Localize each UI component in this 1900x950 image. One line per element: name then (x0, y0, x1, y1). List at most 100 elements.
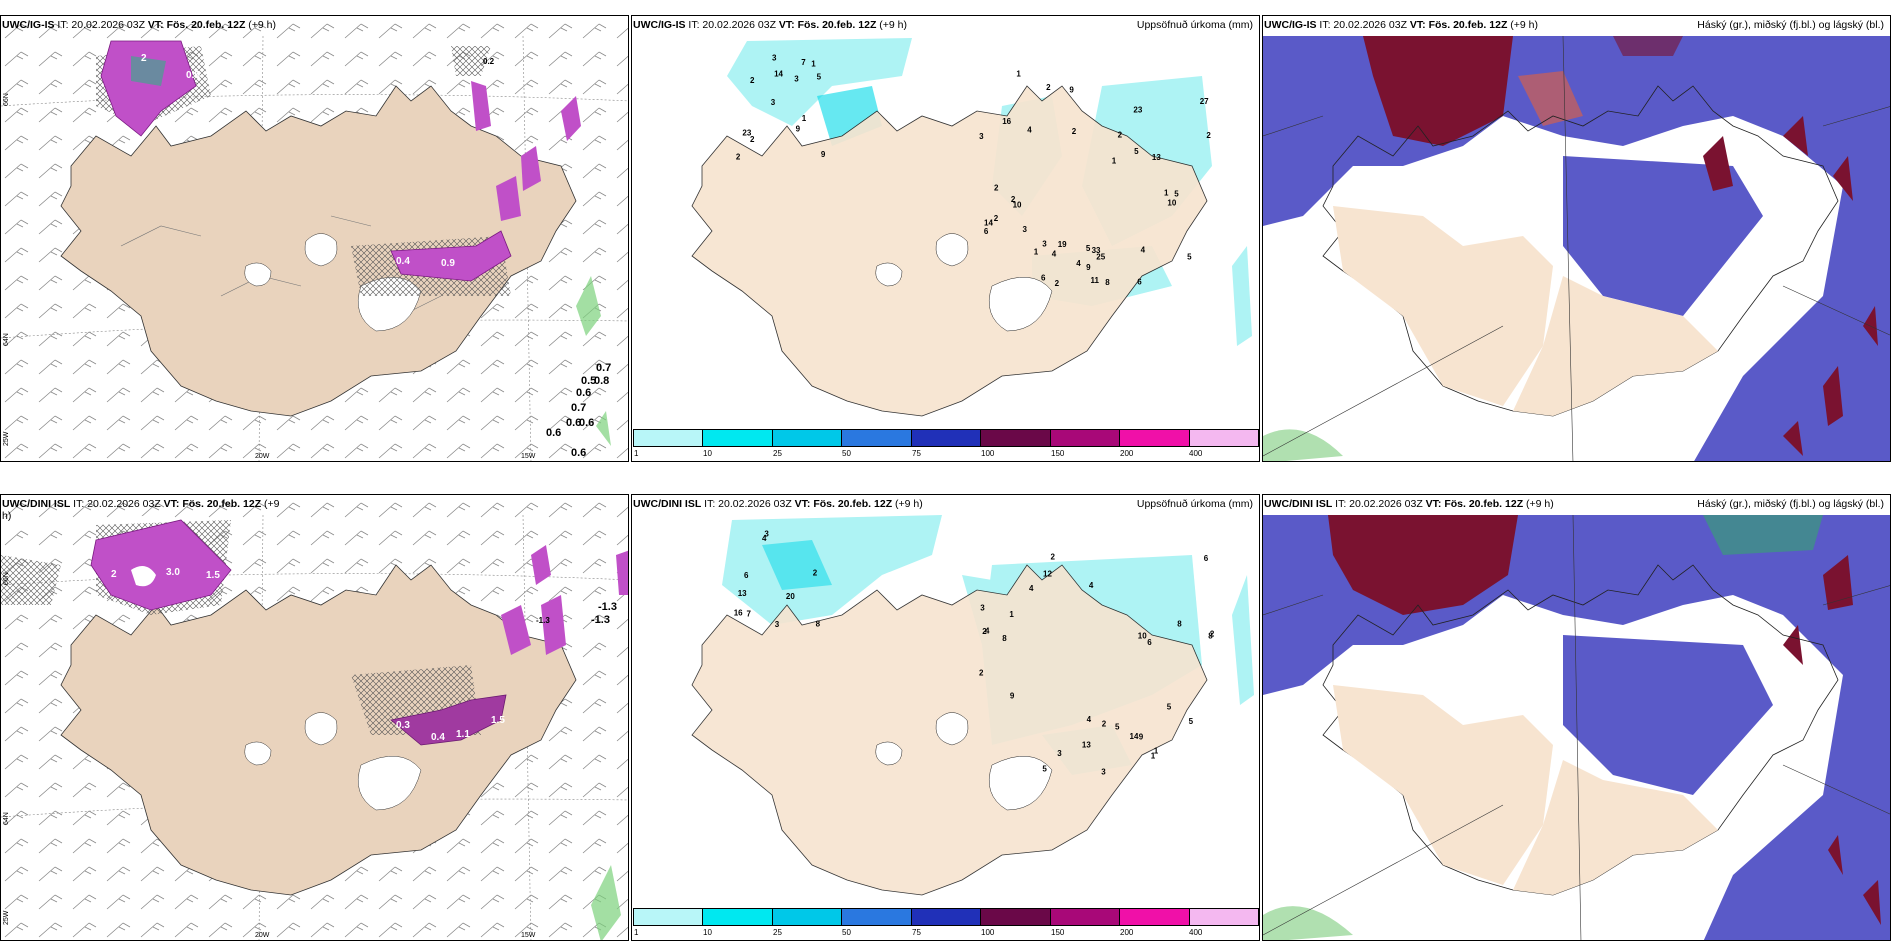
colorbar-tick: 75 (912, 449, 921, 458)
precip-value-label: 23 (1133, 106, 1142, 115)
precip-value-label: 16 (1002, 117, 1011, 126)
svg-text:0.8: 0.8 (594, 375, 609, 387)
precip-value-label: 11 (1091, 276, 1100, 285)
panel-precip-dini: UWC/DINI ISL IT: 20.02.2026 03Z VT: Fös.… (631, 494, 1260, 941)
precip-value-label: 3 (772, 53, 777, 62)
precip-value-label: 4 (1089, 581, 1094, 590)
svg-text:1.5: 1.5 (206, 570, 220, 581)
precip-value-label: 2 (1206, 131, 1211, 140)
lon-label: 20W (255, 932, 270, 939)
precip-value-label: 4 (1076, 259, 1081, 268)
panel-cloud-igis: UWC/IG-IS IT: 20.02.2026 03Z VT: Fös. 20… (1262, 15, 1891, 462)
lat-label: 66N (3, 93, 10, 106)
precip-value-label: 9 (821, 150, 826, 159)
precip-value-label: 2 (1046, 83, 1051, 92)
panel-header: UWC/IG-IS IT: 20.02.2026 03Z VT: Fös. 20… (2, 19, 277, 31)
precip-value-label: 6 (1041, 274, 1046, 283)
precip-value-label: 6 (1204, 554, 1209, 563)
precip-value-label: 5 (1115, 723, 1120, 732)
panel-header: UWC/DINI ISL IT: 20.02.2026 03Z VT: Fös.… (1264, 498, 1884, 510)
precip-value-label: 4 (762, 534, 767, 543)
precip-value-label: 5 (1174, 190, 1179, 199)
precip-value-label: 1 (1151, 752, 1156, 761)
colorbar-tick: 150 (1051, 928, 1065, 937)
colorbar-tick: 400 (1189, 449, 1203, 458)
precip-value-label: 5 (1189, 717, 1194, 726)
precip-value-label: 9 (796, 125, 801, 134)
svg-text:0.6: 0.6 (546, 427, 561, 439)
svg-text:0.5: 0.5 (581, 375, 596, 387)
svg-text:0.2: 0.2 (483, 57, 495, 66)
svg-text:0.7: 0.7 (571, 402, 586, 414)
lon-label: 15W (521, 932, 536, 939)
precip-value-label: 14 (984, 219, 993, 228)
precip-value-label: 3 (771, 98, 776, 107)
lat-label: 66N (3, 572, 10, 585)
precip-value-label: 5 (1167, 703, 1172, 712)
precip-value-label: 3 (980, 603, 985, 612)
precip-value-label: 7 (801, 58, 806, 67)
precip-value-label: 8 (1177, 619, 1182, 628)
precip-value-label: 1 (1034, 247, 1039, 256)
precip-value-label: 8 (1208, 631, 1213, 640)
precip-value-label: 10 (1167, 199, 1176, 208)
svg-text:0.6: 0.6 (571, 447, 586, 459)
precip-value-label: 13 (1152, 153, 1161, 162)
precip-value-label: 2 (982, 627, 987, 636)
svg-text:0.4: 0.4 (431, 732, 445, 743)
precip-value-label: 2 (1072, 127, 1077, 136)
colorbar-tick: 25 (773, 449, 782, 458)
svg-text:0.4: 0.4 (396, 256, 410, 267)
panel-header: UWC/DINI ISL IT: 20.02.2026 03Z VT: Fös.… (633, 498, 1253, 510)
precip-value-label: 9 (1086, 263, 1091, 272)
colorbar-tick: 10 (703, 928, 712, 937)
precip-value-label: 2 (1055, 279, 1060, 288)
colorbar-tick: 400 (1189, 928, 1203, 937)
svg-text:-1.3: -1.3 (591, 614, 610, 626)
precip-value-label: 3 (794, 74, 799, 83)
lon-label: 15W (521, 453, 536, 460)
precip-value-label: 7 (747, 610, 752, 619)
precip-value-label: 5 (1134, 147, 1139, 156)
precip-value-label: 2 (1011, 195, 1016, 204)
colorbar-tick: 10 (703, 449, 712, 458)
panel-header: UWC/IG-IS IT: 20.02.2026 03Z VT: Fös. 20… (1264, 19, 1884, 31)
precip-value-label: 2 (994, 184, 999, 193)
precip-value-label: 10 (1013, 201, 1022, 210)
svg-text:0.3: 0.3 (396, 720, 410, 731)
precip-value-label: 25 (1096, 253, 1105, 262)
colorbar-tick: 75 (912, 928, 921, 937)
wind-map: 0.33.0 1.52 -1.3-1.3 -1.3 0.30.4 1.11.5 (1, 495, 628, 940)
precip-value-label: 6 (1147, 638, 1152, 647)
precip-value-label: 23 (742, 129, 751, 138)
precip-colorbar (633, 429, 1259, 447)
precip-value-label: 3 (764, 529, 769, 538)
precip-value-label: 1 (811, 60, 816, 69)
precip-value-label: 4 (1027, 125, 1032, 134)
colorbar-tick: 50 (842, 928, 851, 937)
svg-text:2: 2 (141, 53, 147, 64)
panel-header: UWC/DINI ISL IT: 20.02.2026 03Z VT: Fös.… (2, 498, 280, 522)
svg-text:0.7: 0.7 (596, 362, 611, 374)
precip-value-label: 10 (1138, 632, 1147, 641)
colorbar-tick: 100 (981, 928, 995, 937)
precip-value-label: 1 (1016, 69, 1021, 78)
panel-precip-igis: UWC/IG-IS IT: 20.02.2026 03Z VT: Fös. 20… (631, 15, 1260, 462)
svg-text:0.9: 0.9 (441, 258, 455, 269)
precip-value-label: 4 (1052, 250, 1057, 259)
svg-text:0.6: 0.6 (566, 417, 581, 429)
precip-value-label: 3 (1023, 225, 1028, 234)
svg-text:1.5: 1.5 (491, 715, 505, 726)
precip-value-label: 8 (816, 619, 821, 628)
precip-value-label: 1 (1112, 157, 1117, 166)
precip-value-label: 2 (1051, 553, 1056, 562)
panel-wind-dini: UWC/DINI ISL IT: 20.02.2026 03Z VT: Fös.… (0, 494, 629, 941)
precip-value-label: 13 (1082, 740, 1091, 749)
precip-value-label: 1 (802, 114, 807, 123)
colorbar-tick: 1 (634, 449, 639, 458)
precip-value-label: 1 (1154, 746, 1159, 755)
panel-wind-igis: UWC/IG-IS IT: 20.02.2026 03Z VT: Fös. 20… (0, 15, 629, 462)
precip-value-label: 1 (1009, 610, 1014, 619)
lon-label: 20W (255, 453, 270, 460)
precip-value-label: 8 (1105, 278, 1110, 287)
